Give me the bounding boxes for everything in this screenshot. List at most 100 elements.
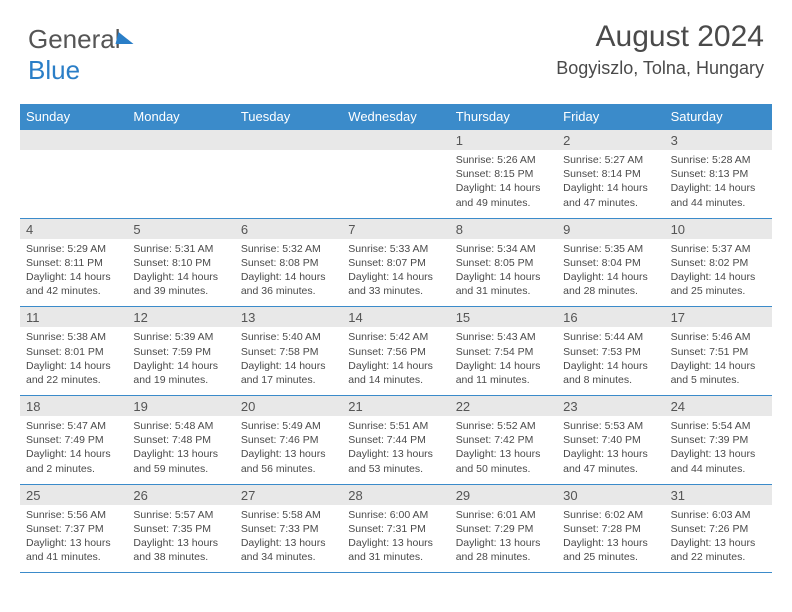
date-number: 21 [342, 396, 449, 416]
sunset-text: Sunset: 8:08 PM [241, 257, 319, 269]
sunset-text: Sunset: 7:58 PM [241, 346, 319, 358]
day-cell [20, 150, 127, 218]
daylight-text: Daylight: 13 hours and 50 minutes. [456, 448, 541, 474]
day-cell: Sunrise: 5:47 AMSunset: 7:49 PMDaylight:… [20, 416, 127, 484]
day-cell: Sunrise: 5:26 AMSunset: 8:15 PMDaylight:… [450, 150, 557, 218]
sunrise-text: Sunrise: 5:56 AM [26, 509, 106, 521]
daylight-text: Daylight: 13 hours and 28 minutes. [456, 537, 541, 563]
date-number: 4 [20, 219, 127, 239]
daylight-text: Daylight: 14 hours and 14 minutes. [348, 360, 433, 386]
day-cell: Sunrise: 5:27 AM Sunset: 8:14 PM Daylight:… [557, 150, 664, 218]
sunset-text: Sunset: 7:40 PM [563, 434, 641, 446]
date-number: 2 [557, 130, 664, 150]
day-cell: Sunrise: 5:33 AM Sunset: 8:07 PM Daylight:… [342, 239, 449, 307]
day-cell: Sunrise: 5:48 AMSunset: 7:48 PMDaylight:… [127, 416, 234, 484]
page-title: August 2024 [556, 20, 764, 54]
day-data-row: Sunrise: 5:38 AMSunset: 8:01 PMDaylight:… [20, 327, 772, 395]
daylight-text: Daylight: 13 hours and 34 minutes. [241, 537, 326, 563]
day-data-row: Sunrise: 5:56 AMSunset: 7:37 PMDaylight:… [20, 505, 772, 574]
day-cell: Sunrise: 5:46 AMSunset: 7:51 PMDaylight:… [665, 327, 772, 395]
sunset-text: Sunset: 8:10 PM [133, 257, 211, 269]
date-number: 25 [20, 485, 127, 505]
sunrise-text: Sunrise: 6:02 AM [563, 509, 643, 521]
sunrise-text: Sunrise: 5:58 AM [241, 509, 321, 521]
day-cell: Sunrise: 5:28 AM Sunset: 8:13 PM Daylight:… [665, 150, 772, 218]
sunset-text: Sunset: 8:01 PM [26, 346, 104, 358]
header-right: August 2024 Bogyiszlo, Tolna, Hungary [556, 20, 764, 79]
date-number: 17 [665, 307, 772, 327]
weekday-header: Sunday [20, 104, 127, 129]
date-number [342, 130, 449, 150]
daylight-text: Daylight: 14 hours and 49 minutes. [456, 182, 541, 208]
date-number: 24 [665, 396, 772, 416]
date-number: 5 [127, 219, 234, 239]
sunset-text: Sunset: 8:15 PM [456, 168, 534, 180]
daylight-text: Daylight: 14 hours and 28 minutes. [563, 271, 648, 297]
date-number: 3 [665, 130, 772, 150]
daylight-text: Daylight: 14 hours and 47 minutes. [563, 182, 648, 208]
date-number: 22 [450, 396, 557, 416]
sunrise-text: Sunrise: 5:29 AM [26, 243, 106, 255]
sunset-text: Sunset: 7:35 PM [133, 523, 211, 535]
day-cell: Sunrise: 5:29 AMSunset: 8:11 PMDaylight:… [20, 239, 127, 307]
day-cell: Sunrise: 5:57 AMSunset: 7:35 PMDaylight:… [127, 505, 234, 573]
day-cell: Sunrise: 5:31 AMSunset: 8:10 PMDaylight:… [127, 239, 234, 307]
day-cell: Sunrise: 5:42 AMSunset: 7:56 PMDaylight:… [342, 327, 449, 395]
daylight-text: Daylight: 14 hours and 33 minutes. [348, 271, 433, 297]
weekday-header: Monday [127, 104, 234, 129]
date-number: 16 [557, 307, 664, 327]
day-cell [342, 150, 449, 218]
daylight-text: Daylight: 14 hours and 8 minutes. [563, 360, 648, 386]
date-number-row: 45678910 [20, 218, 772, 239]
date-number: 29 [450, 485, 557, 505]
date-number [20, 130, 127, 150]
date-number-row: 18192021222324 [20, 395, 772, 416]
date-number: 20 [235, 396, 342, 416]
daylight-text: Daylight: 13 hours and 22 minutes. [671, 537, 756, 563]
day-cell: Sunrise: 5:39 AMSunset: 7:59 PMDaylight:… [127, 327, 234, 395]
location-subtitle: Bogyiszlo, Tolna, Hungary [556, 58, 764, 79]
sunrise-text: Sunrise: 5:27 AM [563, 154, 643, 166]
sunrise-text: Sunrise: 5:35 AM [563, 243, 643, 255]
weekday-header: Saturday [665, 104, 772, 129]
sunrise-text: Sunrise: 5:37 AM [671, 243, 751, 255]
date-number: 26 [127, 485, 234, 505]
day-cell: Sunrise: 5:43 AMSunset: 7:54 PMDaylight:… [450, 327, 557, 395]
weekday-header: Thursday [450, 104, 557, 129]
sunset-text: Sunset: 8:13 PM [671, 168, 749, 180]
sunrise-text: Sunrise: 5:33 AM [348, 243, 428, 255]
day-cell: Sunrise: 6:01 AMSunset: 7:29 PMDaylight:… [450, 505, 557, 573]
date-number [127, 130, 234, 150]
date-number: 31 [665, 485, 772, 505]
daylight-text: Daylight: 13 hours and 44 minutes. [671, 448, 756, 474]
day-data-row: Sunrise: 5:29 AMSunset: 8:11 PMDaylight:… [20, 239, 772, 307]
sunset-text: Sunset: 7:56 PM [348, 346, 426, 358]
day-cell: Sunrise: 5:53 AMSunset: 7:40 PMDaylight:… [557, 416, 664, 484]
sunrise-text: Sunrise: 5:46 AM [671, 331, 751, 343]
weekday-header-row: SundayMondayTuesdayWednesdayThursdayFrid… [20, 104, 772, 129]
date-number: 8 [450, 219, 557, 239]
day-cell: Sunrise: 6:00 AMSunset: 7:31 PMDaylight:… [342, 505, 449, 573]
sunrise-text: Sunrise: 6:00 AM [348, 509, 428, 521]
weekday-header: Tuesday [235, 104, 342, 129]
day-cell [235, 150, 342, 218]
brand-triangle-icon [115, 32, 136, 44]
sunset-text: Sunset: 8:04 PM [563, 257, 641, 269]
date-number: 12 [127, 307, 234, 327]
day-cell: Sunrise: 5:38 AMSunset: 8:01 PMDaylight:… [20, 327, 127, 395]
date-number-row: 123 [20, 129, 772, 150]
sunset-text: Sunset: 8:14 PM [563, 168, 641, 180]
sunset-text: Sunset: 8:07 PM [348, 257, 426, 269]
daylight-text: Daylight: 14 hours and 44 minutes. [671, 182, 756, 208]
sunrise-text: Sunrise: 5:48 AM [133, 420, 213, 432]
sunset-text: Sunset: 7:59 PM [133, 346, 211, 358]
sunrise-text: Sunrise: 5:28 AM [671, 154, 751, 166]
daylight-text: Daylight: 14 hours and 5 minutes. [671, 360, 756, 386]
daylight-text: Daylight: 14 hours and 22 minutes. [26, 360, 111, 386]
daylight-text: Daylight: 13 hours and 31 minutes. [348, 537, 433, 563]
sunset-text: Sunset: 7:49 PM [26, 434, 104, 446]
date-number [235, 130, 342, 150]
daylight-text: Daylight: 14 hours and 11 minutes. [456, 360, 541, 386]
sunset-text: Sunset: 8:02 PM [671, 257, 749, 269]
day-cell: Sunrise: 5:35 AM Sunset: 8:04 PM Daylight:… [557, 239, 664, 307]
